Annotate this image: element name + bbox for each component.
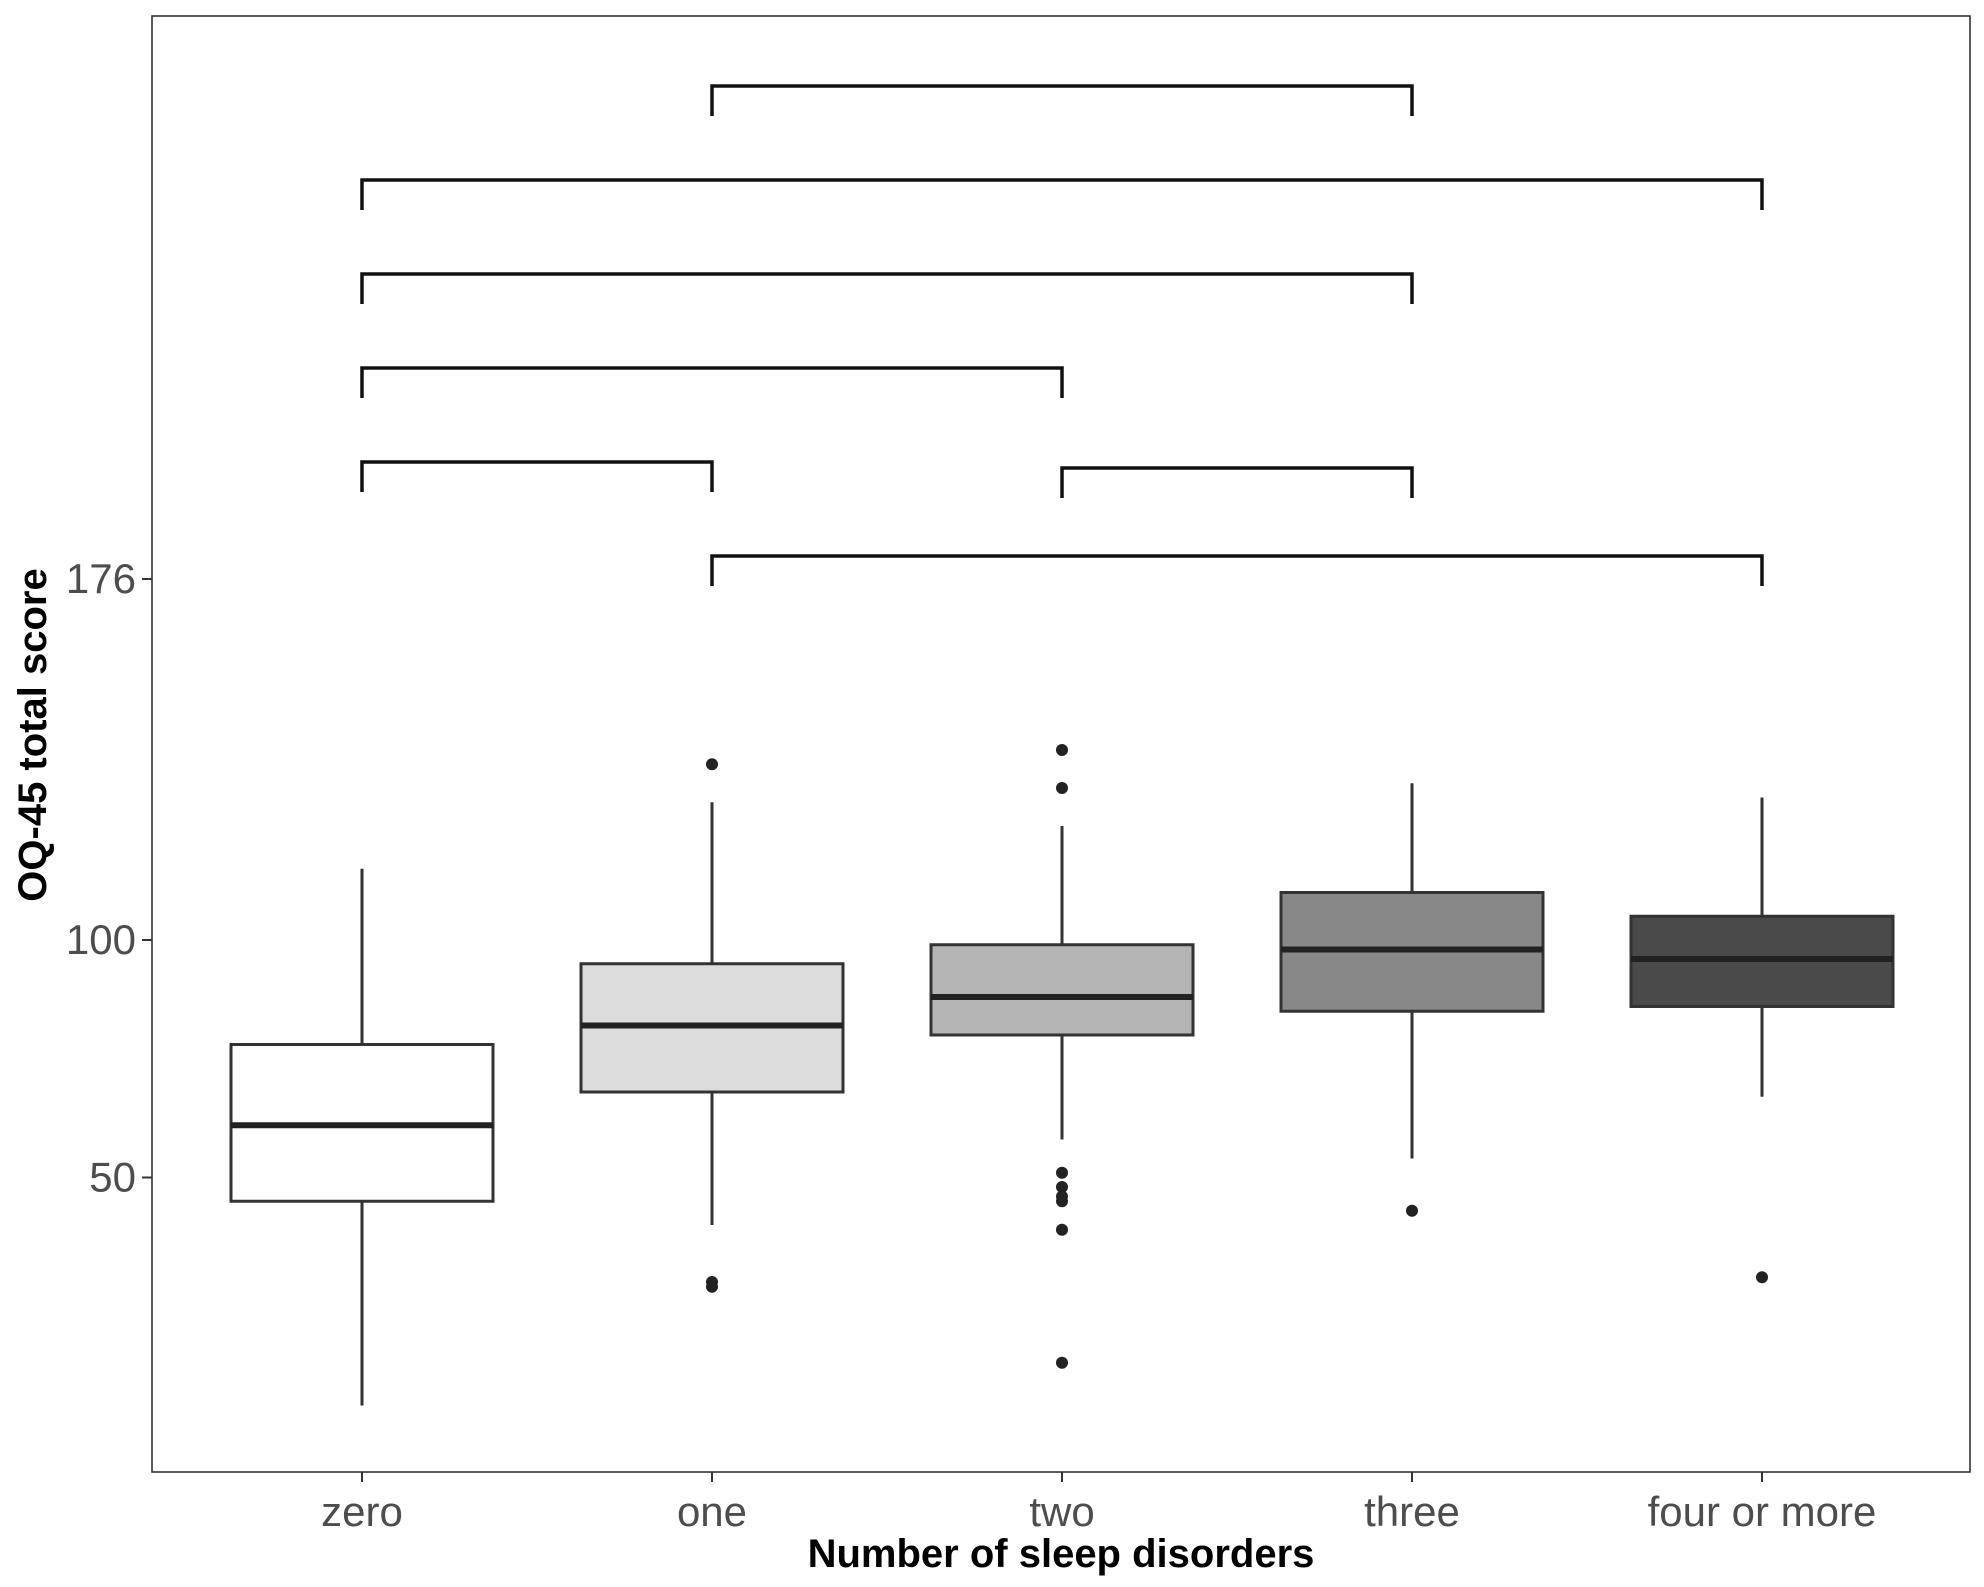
y-tick-label: 50 xyxy=(89,1154,136,1201)
box-two xyxy=(929,744,1195,1369)
box-iqr xyxy=(929,943,1195,1037)
outlier-point xyxy=(1406,1204,1418,1217)
y-axis: 50 100 176 xyxy=(66,555,152,1201)
outlier-point xyxy=(1056,1195,1068,1208)
x-axis: zero one two three four or more xyxy=(321,1472,1876,1535)
bracket-zero-vs-three xyxy=(360,272,1414,304)
y-tick-label: 100 xyxy=(66,916,136,963)
x-axis-title: Number of sleep disorders xyxy=(808,1532,1315,1576)
outlier-point xyxy=(1056,1223,1068,1236)
outlier-point xyxy=(1056,1166,1068,1179)
bracket-one-vs-three xyxy=(710,84,1414,116)
box-three xyxy=(1279,783,1545,1217)
x-tick-label: one xyxy=(677,1488,747,1535)
bracket-one-vs-four-or-more xyxy=(710,554,1764,586)
bracket-zero-vs-two xyxy=(360,366,1064,398)
outlier-point xyxy=(1056,1356,1068,1369)
outlier-point xyxy=(706,1280,718,1293)
outlier-point xyxy=(1056,1181,1068,1193)
x-tick-label: zero xyxy=(321,1488,403,1535)
box-one xyxy=(579,758,845,1293)
bracket-zero-vs-four-or-more xyxy=(360,178,1764,210)
bracket-zero-vs-one xyxy=(360,460,714,492)
x-tick-label: four or more xyxy=(1648,1488,1877,1535)
x-tick-label: two xyxy=(1029,1488,1094,1535)
x-tick-label: three xyxy=(1364,1488,1460,1535)
y-axis-title: OQ-45 total score xyxy=(11,568,55,901)
outlier-point xyxy=(1756,1271,1768,1284)
bracket-two-vs-three xyxy=(1060,466,1414,498)
box-four-or-more xyxy=(1629,797,1895,1284)
box-series xyxy=(229,744,1895,1406)
y-tick-label: 176 xyxy=(66,555,136,602)
plot-panel xyxy=(151,15,1971,1473)
outlier-point xyxy=(706,758,718,771)
significance-brackets xyxy=(360,84,1764,586)
outlier-point xyxy=(1056,744,1068,756)
outlier-point xyxy=(1056,782,1068,794)
box-zero xyxy=(229,868,495,1406)
